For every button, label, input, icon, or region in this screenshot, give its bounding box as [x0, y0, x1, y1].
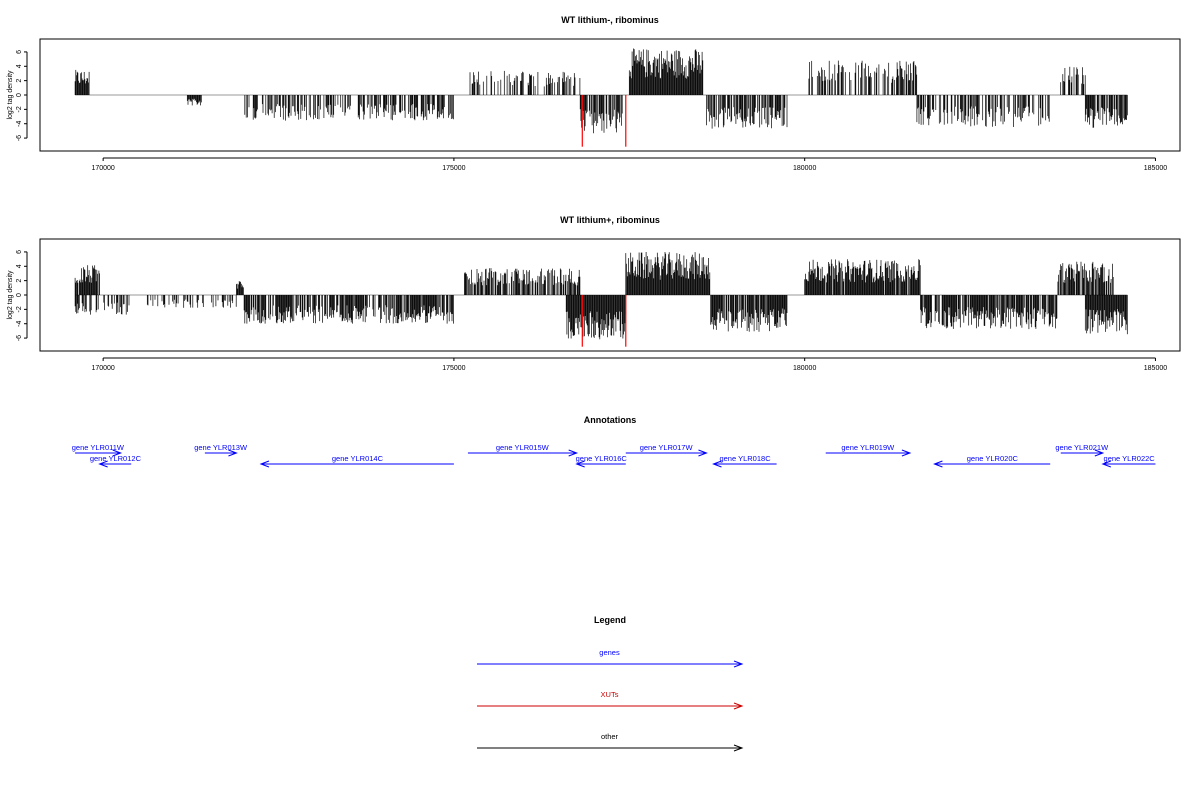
gene-arrow-head — [112, 449, 123, 457]
y-tick-label: 6 — [16, 250, 23, 254]
gene-arrow-head — [1101, 460, 1112, 468]
x-axis: 170000 175000 180000 185000 — [91, 157, 1167, 172]
y-tick-label: 2 — [16, 279, 23, 283]
legend-arrow-head — [733, 660, 744, 668]
legend-title: Legend — [594, 615, 626, 625]
gene-label: gene YLR011W — [72, 443, 125, 452]
gene-label: gene YLR012C — [90, 454, 142, 463]
plot-frame — [39, 238, 1181, 352]
gene-label: gene YLR019W — [841, 443, 895, 452]
x-tick-label: 170000 — [91, 365, 114, 372]
xut-markers — [581, 295, 627, 347]
x-tick-label: 180000 — [793, 365, 816, 372]
signal-bars — [74, 252, 1128, 340]
gene-arrow-head — [698, 449, 708, 457]
track-panel-lithium-plus: WT lithium+, ribominus log2 tag density … — [7, 215, 1181, 372]
gene-arrow-head — [901, 449, 912, 457]
gene-annotation: gene YLR021W — [1055, 443, 1109, 457]
gene-arrow-head — [259, 460, 270, 468]
legend-arrow-head — [733, 744, 744, 752]
gene-label: gene YLR017W — [640, 443, 694, 452]
legend-item: genes — [477, 648, 744, 668]
x-tick-label: 180000 — [793, 165, 816, 172]
gene-arrows: gene YLR011W gene YLR012C gene YLR013W gene… — [72, 443, 1156, 468]
y-axis-label: log2 tag density — [7, 70, 14, 120]
y-axis: 6 4 2 0 -2 -4 -6 — [16, 250, 28, 341]
x-tick-label: 185000 — [1144, 165, 1167, 172]
y-tick-label: 4 — [16, 64, 23, 68]
legend-item: XUTs — [477, 690, 744, 710]
x-tick-label: 175000 — [442, 365, 465, 372]
gene-arrow-head — [933, 460, 943, 468]
legend-label: other — [601, 732, 619, 741]
gene-arrow-head — [568, 449, 579, 457]
y-tick-label: 4 — [16, 264, 23, 268]
plot-frame — [39, 38, 1181, 152]
gene-arrow-head — [228, 449, 238, 457]
legend: Legend genes XUTs other — [477, 615, 744, 752]
gene-arrow-head — [575, 460, 585, 468]
legend-label: genes — [599, 648, 620, 657]
y-tick-label: -6 — [16, 135, 23, 141]
x-tick-label: 185000 — [1144, 365, 1167, 372]
y-tick-label: -4 — [16, 321, 23, 327]
y-axis-label: log2 tag density — [7, 270, 14, 320]
legend-item: other — [477, 732, 744, 752]
panel-title: WT lithium+, ribominus — [560, 215, 660, 225]
y-tick-label: -2 — [16, 306, 23, 312]
gene-annotation: gene YLR020C — [933, 454, 1051, 468]
y-axis: 6 4 2 0 -2 -4 -6 — [16, 50, 28, 141]
gene-annotation: gene YLR016C — [575, 454, 628, 468]
x-tick-label: 170000 — [91, 165, 114, 172]
gene-label: gene YLR013W — [194, 443, 248, 452]
gene-label: gene YLR021W — [1055, 443, 1109, 452]
gene-label: gene YLR014C — [332, 454, 384, 463]
annotations-title: Annotations — [584, 415, 637, 425]
gene-label: gene YLR018C — [719, 454, 771, 463]
legend-items: genes XUTs other — [477, 648, 744, 752]
gene-label: gene YLR015W — [496, 443, 550, 452]
gene-arrow-head — [1094, 449, 1105, 457]
gene-arrow-head — [98, 460, 108, 468]
gene-label: gene YLR020C — [967, 454, 1019, 463]
gene-annotation: gene YLR015W — [467, 443, 579, 457]
y-tick-label: 0 — [16, 93, 23, 97]
y-tick-label: 2 — [16, 79, 23, 83]
y-tick-label: -4 — [16, 121, 23, 127]
y-tick-label: -2 — [16, 106, 23, 112]
legend-arrow-head — [733, 702, 744, 710]
y-tick-label: -6 — [16, 335, 23, 341]
gene-annotation: gene YLR012C — [90, 454, 142, 468]
panel-title: WT lithium-, ribominus — [561, 15, 659, 25]
gene-annotation: gene YLR013W — [194, 443, 248, 457]
y-tick-label: 6 — [16, 50, 23, 54]
gene-annotation: gene YLR011W — [72, 443, 125, 457]
gene-arrow-head — [712, 460, 722, 468]
x-tick-label: 175000 — [442, 165, 465, 172]
gene-annotation: gene YLR022C — [1101, 454, 1156, 468]
gene-annotation: gene YLR017W — [625, 443, 708, 457]
xut-markers — [581, 95, 627, 147]
legend-label: XUTs — [601, 690, 619, 699]
gene-annotation: gene YLR019W — [825, 443, 912, 457]
signal-bars — [74, 48, 1128, 134]
track-panel-lithium-minus: WT lithium-, ribominus log2 tag density … — [7, 15, 1181, 172]
gene-label: gene YLR022C — [1104, 454, 1156, 463]
gene-label: gene YLR016C — [576, 454, 628, 463]
x-axis: 170000 175000 180000 185000 — [91, 357, 1167, 372]
y-tick-label: 0 — [16, 293, 23, 297]
gene-annotation: gene YLR018C — [712, 454, 777, 468]
gene-annotation: gene YLR014C — [259, 454, 454, 468]
